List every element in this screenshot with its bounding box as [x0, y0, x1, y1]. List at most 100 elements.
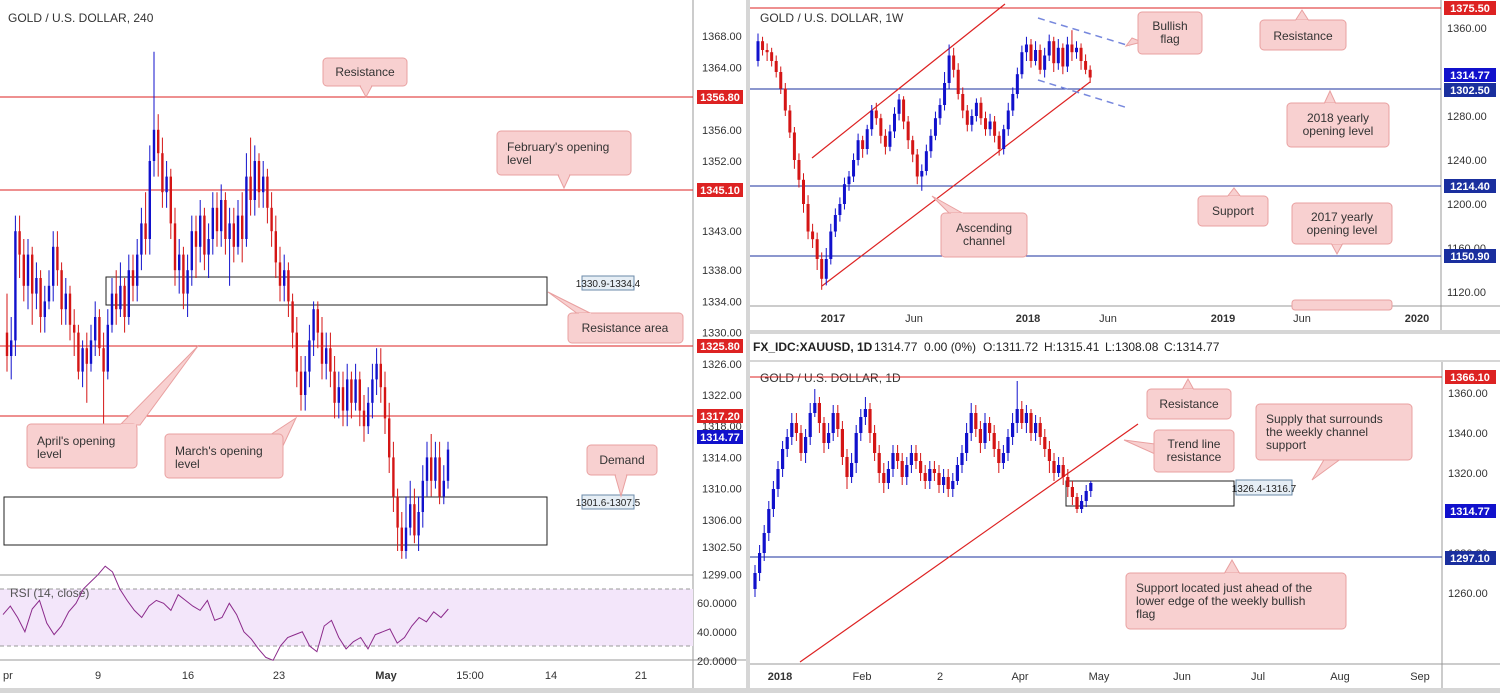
- daily-candle: [799, 425, 803, 461]
- h4-y-tick: 1343.00: [702, 226, 742, 238]
- h4-candle: [287, 262, 290, 317]
- svg-text:opening level: opening level: [1307, 223, 1378, 237]
- h4-candle: [18, 215, 21, 278]
- h4-price-label-current: 1314.77: [697, 430, 743, 444]
- weekly-candle: [893, 107, 896, 138]
- svg-text:March's opening: March's opening: [175, 444, 263, 458]
- weekly-candle: [979, 97, 983, 125]
- weekly-candle: [952, 47, 956, 78]
- weekly-candle: [756, 33, 760, 67]
- daily-candle: [1029, 409, 1033, 441]
- weekly-flag-lower: [1037, 79, 1129, 109]
- h4-candle: [115, 270, 118, 325]
- daily-candle: [781, 441, 785, 477]
- daily-candle: [794, 413, 798, 441]
- h4-y-tick: 1364.00: [702, 62, 742, 74]
- daily-candle: [1070, 481, 1074, 505]
- weekly-candle: [883, 129, 887, 155]
- daily-supply-zone-label: 1326.4-1316.7: [1232, 484, 1297, 495]
- h4-candle: [266, 168, 269, 224]
- daily-candle: [1038, 417, 1042, 445]
- h4-candle: [220, 184, 223, 247]
- h4-candle: [52, 231, 55, 302]
- weekly-candle: [806, 195, 810, 240]
- daily-candle: [850, 453, 854, 483]
- weekly-candle: [833, 208, 837, 237]
- daily-callout-supply: Supply that surrounds the weekly channel…: [1255, 403, 1413, 481]
- header-open: O:1311.72: [983, 340, 1038, 354]
- svg-text:21: 21: [635, 670, 647, 682]
- svg-text:flag: flag: [1160, 32, 1179, 46]
- daily-candle: [960, 445, 964, 473]
- svg-text:16: 16: [182, 670, 194, 682]
- rsi-tick-20: 20.0000: [697, 656, 737, 668]
- svg-text:pr: pr: [3, 670, 13, 682]
- h4-candle: [257, 153, 261, 208]
- h4-y-tick: 1314.00: [702, 452, 742, 464]
- daily-candle: [1034, 415, 1038, 441]
- weekly-candle: [1061, 43, 1065, 75]
- weekly-candle: [842, 177, 846, 210]
- h4-candle: [253, 145, 256, 216]
- svg-text:1314.77: 1314.77: [1450, 506, 1490, 518]
- h4-candle: [22, 239, 25, 302]
- h4-candle: [379, 348, 382, 403]
- h4-candle: [10, 317, 13, 380]
- svg-text:2019: 2019: [1211, 313, 1235, 325]
- svg-text:9: 9: [95, 670, 101, 682]
- svg-text:1314.77: 1314.77: [1450, 70, 1490, 82]
- weekly-candle: [1029, 39, 1033, 68]
- daily-candle: [997, 441, 1001, 473]
- svg-text:lower edge of the weekly bulli: lower edge of the weekly bullish: [1136, 594, 1305, 608]
- daily-candle: [942, 469, 946, 493]
- svg-text:Resistance: Resistance: [335, 65, 395, 79]
- h4-candle: [241, 192, 244, 263]
- h4-callout-resistance-area: Resistance area: [547, 291, 684, 344]
- svg-text:flag: flag: [1136, 607, 1155, 621]
- daily-candle: [1043, 429, 1047, 457]
- svg-text:1345.10: 1345.10: [700, 185, 740, 197]
- h4-candle: [131, 254, 135, 302]
- daily-candle: [859, 409, 863, 441]
- h4-candle: [102, 332, 105, 427]
- weekly-candle: [779, 66, 783, 94]
- weekly-price-label-1375: 1375.50: [1444, 1, 1496, 15]
- svg-text:1302.50: 1302.50: [1450, 85, 1490, 97]
- weekly-candle: [988, 113, 992, 136]
- daily-chart-panel: FX_IDC:XAUUSD, 1D 1314.77 0.00 (0%) O:13…: [750, 334, 1500, 688]
- daily-supply-zone: [1065, 480, 1235, 507]
- svg-text:Jun: Jun: [1293, 313, 1311, 325]
- daily-candle: [1020, 401, 1024, 429]
- h4-y-tick: 1334.00: [702, 296, 742, 308]
- weekly-candle: [911, 135, 915, 163]
- daily-candle: [951, 473, 955, 497]
- weekly-candle: [797, 153, 801, 188]
- weekly-candle: [879, 113, 883, 144]
- weekly-candle: [902, 96, 906, 130]
- daily-candle: [914, 445, 918, 469]
- weekly-candle: [1043, 47, 1047, 78]
- h4-candle: [446, 441, 450, 489]
- daily-candle: [937, 465, 941, 493]
- h4-candle: [421, 465, 424, 528]
- weekly-x-axis: 2017 Jun 2018 Jun 2019 Jun 2020: [821, 313, 1429, 325]
- h4-candle: [316, 301, 319, 349]
- h4-candle: [136, 239, 139, 302]
- weekly-callout-resistance: Resistance: [1259, 9, 1347, 51]
- daily-candle: [919, 453, 923, 481]
- weekly-candle: [1075, 41, 1078, 59]
- svg-text:Support located just ahead of: Support located just ahead of the: [1136, 581, 1312, 595]
- daily-candle: [1061, 457, 1065, 485]
- weekly-candle: [1011, 87, 1015, 116]
- h4-candle: [81, 340, 84, 388]
- weekly-callout-ascending-channel: Ascending channel: [931, 195, 1028, 258]
- weekly-candle: [856, 133, 860, 166]
- daily-candle: [983, 413, 987, 449]
- weekly-candle: [761, 36, 765, 56]
- svg-text:Apr: Apr: [1011, 671, 1028, 683]
- weekly-price-label-current: 1314.77: [1444, 68, 1496, 82]
- weekly-candle: [765, 43, 769, 61]
- daily-candle: [900, 453, 904, 485]
- weekly-candle: [897, 94, 901, 121]
- weekly-candle: [1024, 36, 1028, 61]
